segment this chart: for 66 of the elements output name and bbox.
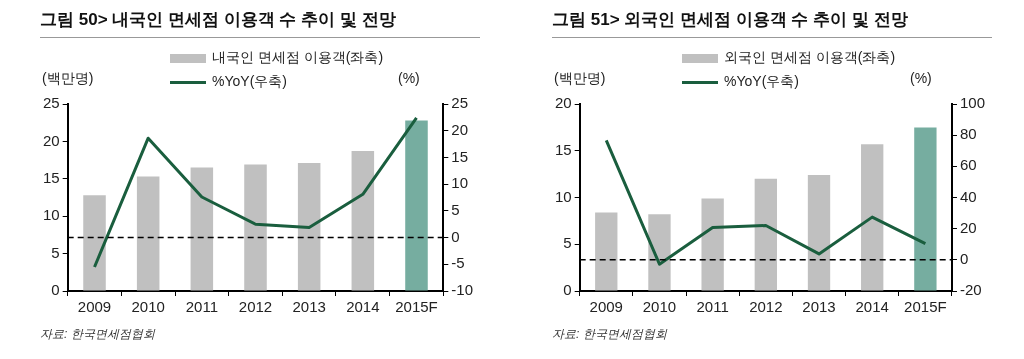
y2-tick-label: -5 (451, 254, 465, 272)
x-tick-label: 2010 (131, 298, 165, 316)
y-tick-label: 15 (43, 168, 60, 186)
y-tick-label: 10 (555, 187, 572, 205)
y2-tick-label: 80 (959, 125, 977, 143)
x-tick-label: 2009 (77, 298, 112, 316)
y2-tick-label: 10 (451, 174, 469, 192)
x-tick-label: 2009 (589, 298, 623, 316)
bar (861, 144, 884, 291)
chart-title: 그림 51> 외국인 면세점 이용객 수 추이 및 전망 (552, 8, 992, 38)
x-tick-label: 2012 (238, 298, 273, 316)
y2-tick-label: 100 (959, 94, 985, 112)
y-tick-label: 20 (43, 131, 60, 149)
legend-label: %YoY(우축) (212, 73, 287, 91)
bar (914, 127, 937, 291)
bar (648, 214, 671, 291)
y2-axis-title: (%) (398, 70, 420, 86)
y-axis-title: (백만명) (42, 70, 94, 88)
bar (83, 195, 106, 291)
y2-axis-title: (%) (910, 70, 932, 86)
bar (701, 198, 724, 291)
y2-tick-label: 5 (451, 201, 460, 218)
y2-tick-label: 60 (959, 156, 977, 174)
x-tick-label: 2014 (855, 298, 889, 316)
x-tick-label: 2011 (185, 298, 218, 316)
y2-tick-label: -10 (451, 281, 474, 299)
x-tick-label: 2015F (904, 298, 947, 316)
x-tick-label: 2012 (749, 298, 783, 316)
bar (754, 178, 777, 291)
bar (405, 120, 428, 291)
y-tick-label: 5 (563, 234, 572, 252)
x-tick-label: 2014 (346, 298, 380, 316)
bar (807, 175, 831, 291)
y-axis-title: (백만명) (554, 70, 606, 88)
y2-tick-label: -20 (959, 281, 982, 299)
y-tick-label: 0 (51, 281, 60, 299)
y-tick-label: 15 (555, 140, 572, 158)
bar (190, 167, 214, 291)
y-tick-label: 0 (563, 281, 572, 299)
y2-tick-label: 15 (451, 147, 469, 165)
y-tick-label: 5 (51, 243, 60, 261)
bar (595, 212, 618, 291)
y-tick-label: 25 (43, 94, 60, 112)
x-tick-label: 2013 (292, 298, 326, 316)
legend-label: %YoY(우축) (724, 73, 799, 91)
chart-title: 그림 50> 내국인 면세점 이용객 수 추이 및 전망 (40, 8, 480, 38)
bar (297, 163, 321, 291)
y2-tick-label: 25 (451, 94, 469, 112)
y-tick-label: 20 (555, 94, 572, 112)
bar (351, 151, 375, 291)
x-tick-label: 2013 (802, 298, 836, 316)
text: 자료: 한국면세점협회 (552, 326, 667, 343)
y2-tick-label: 0 (451, 227, 460, 245)
text: 자료: 한국면세점협회 (40, 326, 155, 343)
y2-tick-label: 0 (959, 249, 969, 267)
legend-label: 내국인 면세점 이용객(좌축) (212, 49, 384, 67)
y2-tick-label: 40 (959, 187, 977, 205)
y-tick-label: 10 (43, 206, 60, 224)
bar (136, 176, 160, 291)
x-tick-label: 2015F (395, 298, 438, 316)
bar (244, 164, 267, 291)
x-tick-label: 2010 (642, 298, 677, 316)
legend-label: 외국인 면세점 이용객(좌축) (724, 49, 896, 67)
x-tick-label: 2011 (696, 298, 729, 316)
y2-tick-label: 20 (451, 120, 469, 138)
y2-tick-label: 20 (959, 218, 977, 236)
